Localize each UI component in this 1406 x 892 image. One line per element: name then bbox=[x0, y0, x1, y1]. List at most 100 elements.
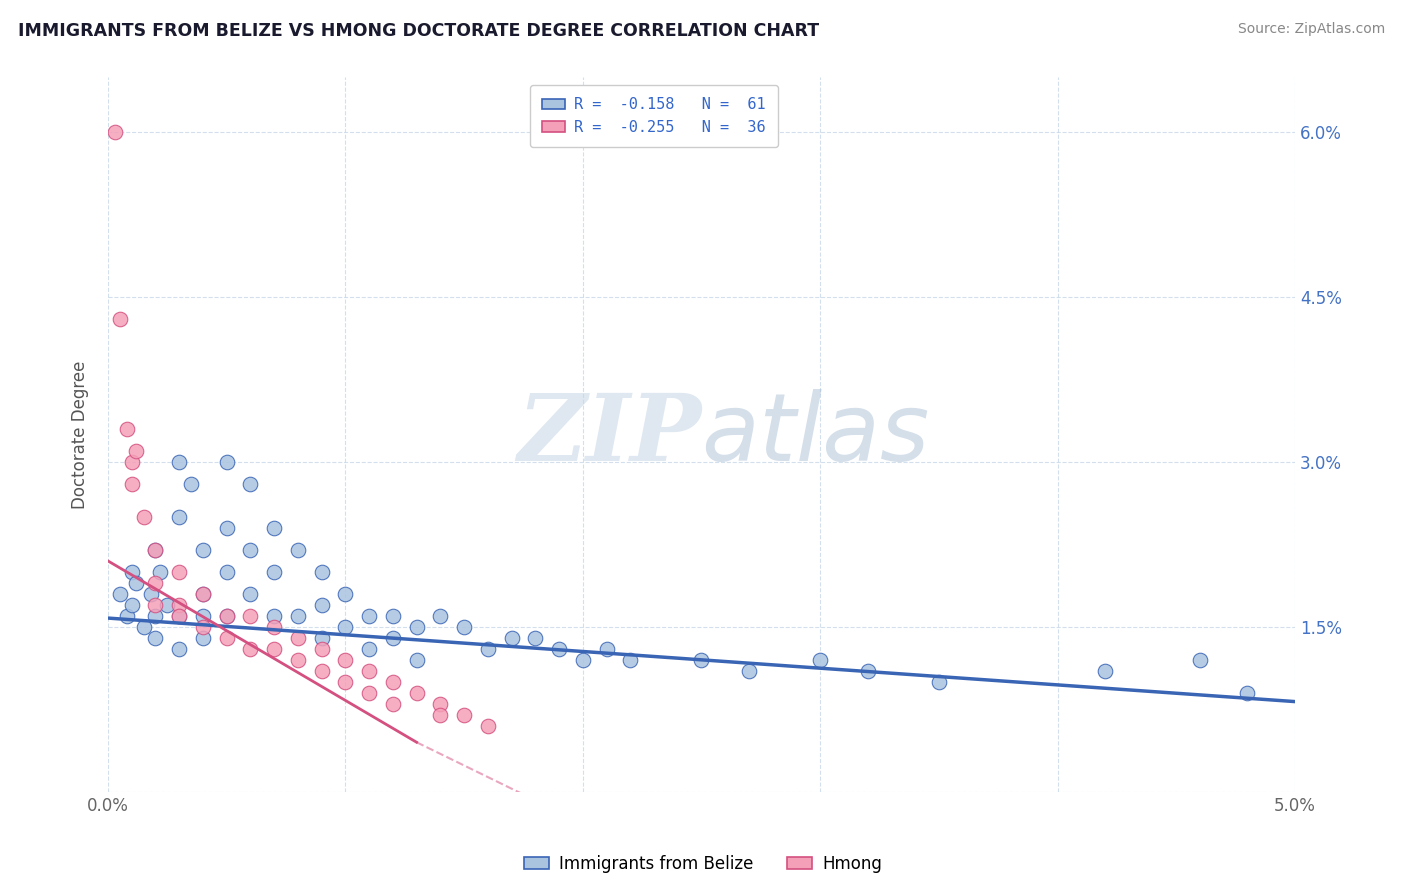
Text: atlas: atlas bbox=[702, 389, 929, 480]
Point bbox=[191, 587, 214, 601]
Point bbox=[191, 620, 214, 634]
Point bbox=[1236, 686, 1258, 700]
Point bbox=[121, 598, 143, 612]
Point bbox=[121, 565, 143, 579]
Point bbox=[311, 664, 333, 678]
Point bbox=[125, 575, 148, 590]
Point bbox=[477, 719, 499, 733]
Point bbox=[145, 598, 167, 612]
Point bbox=[501, 631, 523, 645]
Point bbox=[191, 587, 214, 601]
Point bbox=[121, 477, 143, 491]
Point bbox=[115, 422, 138, 436]
Point bbox=[108, 312, 131, 326]
Point bbox=[167, 641, 190, 656]
Point bbox=[429, 608, 451, 623]
Point bbox=[311, 641, 333, 656]
Point bbox=[125, 444, 148, 458]
Point bbox=[1094, 664, 1116, 678]
Text: ZIP: ZIP bbox=[517, 390, 702, 480]
Point bbox=[215, 608, 238, 623]
Point bbox=[167, 565, 190, 579]
Point bbox=[145, 608, 167, 623]
Point bbox=[453, 707, 475, 722]
Point bbox=[239, 587, 262, 601]
Point bbox=[167, 608, 190, 623]
Point bbox=[405, 620, 427, 634]
Point bbox=[139, 587, 162, 601]
Point bbox=[287, 653, 309, 667]
Point bbox=[405, 653, 427, 667]
Point bbox=[808, 653, 831, 667]
Point bbox=[215, 521, 238, 535]
Point bbox=[149, 565, 172, 579]
Point bbox=[145, 543, 167, 558]
Point bbox=[215, 631, 238, 645]
Legend: Immigrants from Belize, Hmong: Immigrants from Belize, Hmong bbox=[517, 848, 889, 880]
Point bbox=[156, 598, 179, 612]
Point bbox=[263, 641, 285, 656]
Point bbox=[619, 653, 641, 667]
Point bbox=[381, 608, 404, 623]
Point bbox=[738, 664, 761, 678]
Point bbox=[145, 543, 167, 558]
Point bbox=[287, 631, 309, 645]
Point bbox=[263, 565, 285, 579]
Text: IMMIGRANTS FROM BELIZE VS HMONG DOCTORATE DEGREE CORRELATION CHART: IMMIGRANTS FROM BELIZE VS HMONG DOCTORAT… bbox=[18, 22, 820, 40]
Point bbox=[381, 631, 404, 645]
Point bbox=[239, 641, 262, 656]
Point bbox=[335, 620, 357, 634]
Point bbox=[359, 664, 381, 678]
Point bbox=[524, 631, 547, 645]
Point bbox=[191, 631, 214, 645]
Point bbox=[180, 477, 202, 491]
Point bbox=[359, 608, 381, 623]
Point bbox=[132, 510, 155, 524]
Point bbox=[335, 587, 357, 601]
Point bbox=[381, 697, 404, 711]
Point bbox=[191, 608, 214, 623]
Point bbox=[429, 707, 451, 722]
Point bbox=[239, 543, 262, 558]
Point bbox=[215, 565, 238, 579]
Point bbox=[453, 620, 475, 634]
Point bbox=[121, 455, 143, 469]
Point bbox=[477, 641, 499, 656]
Y-axis label: Doctorate Degree: Doctorate Degree bbox=[72, 360, 89, 508]
Point bbox=[359, 641, 381, 656]
Point bbox=[145, 631, 167, 645]
Point bbox=[311, 598, 333, 612]
Point bbox=[548, 641, 571, 656]
Point bbox=[239, 477, 262, 491]
Point bbox=[1188, 653, 1211, 667]
Point bbox=[132, 620, 155, 634]
Point bbox=[115, 608, 138, 623]
Point bbox=[429, 697, 451, 711]
Point bbox=[104, 125, 127, 139]
Point bbox=[108, 587, 131, 601]
Point bbox=[856, 664, 879, 678]
Point bbox=[263, 608, 285, 623]
Point bbox=[311, 631, 333, 645]
Point bbox=[263, 620, 285, 634]
Point bbox=[311, 565, 333, 579]
Point bbox=[215, 455, 238, 469]
Point bbox=[167, 608, 190, 623]
Legend: R =  -0.158   N =  61, R =  -0.255   N =  36: R = -0.158 N = 61, R = -0.255 N = 36 bbox=[530, 85, 778, 147]
Point bbox=[287, 543, 309, 558]
Point bbox=[191, 543, 214, 558]
Point bbox=[239, 608, 262, 623]
Point bbox=[167, 455, 190, 469]
Point bbox=[335, 653, 357, 667]
Point bbox=[359, 686, 381, 700]
Point bbox=[263, 521, 285, 535]
Point bbox=[167, 598, 190, 612]
Point bbox=[145, 575, 167, 590]
Point bbox=[335, 674, 357, 689]
Point bbox=[167, 510, 190, 524]
Point bbox=[215, 608, 238, 623]
Text: Source: ZipAtlas.com: Source: ZipAtlas.com bbox=[1237, 22, 1385, 37]
Point bbox=[405, 686, 427, 700]
Point bbox=[571, 653, 593, 667]
Point bbox=[381, 674, 404, 689]
